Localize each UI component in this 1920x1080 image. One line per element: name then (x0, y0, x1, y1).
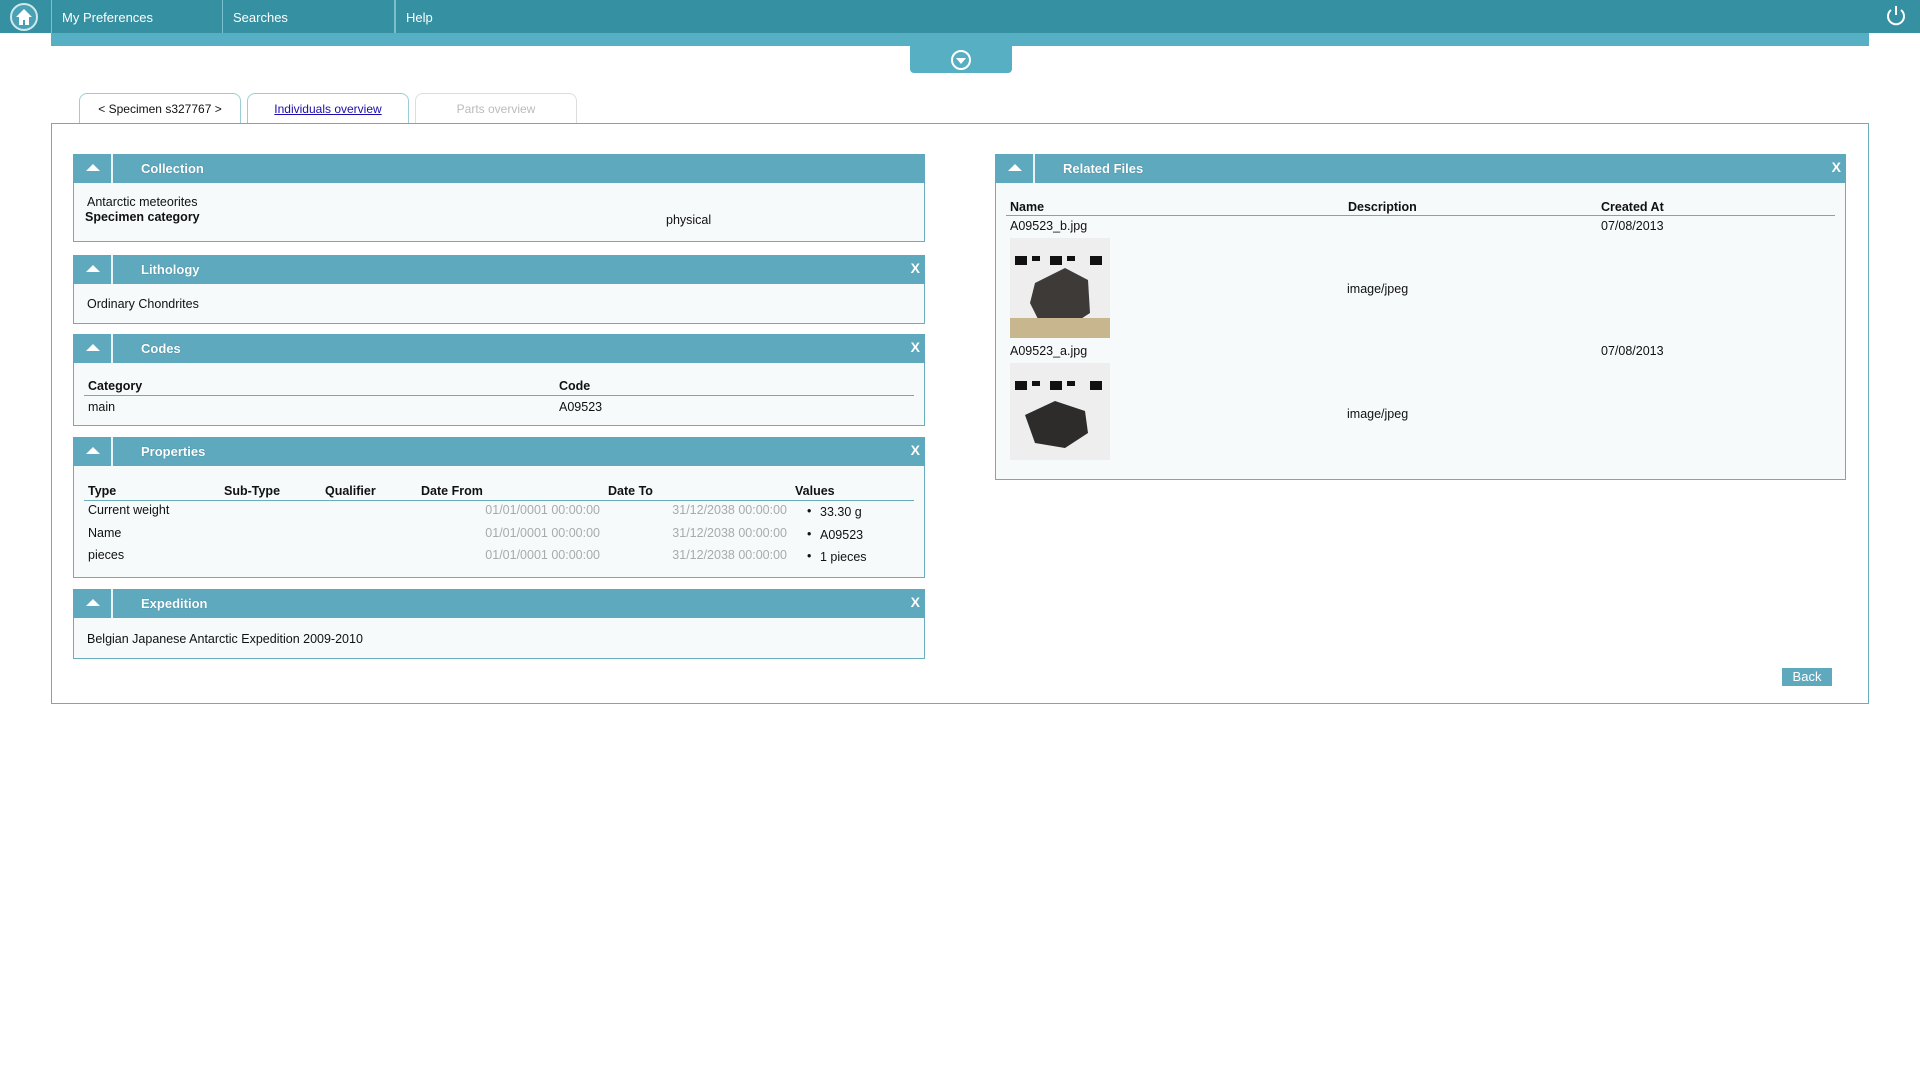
code-category: main (88, 400, 116, 414)
bullet-icon: • (807, 549, 812, 563)
codes-panel: Codes X Category Code main A09523 (73, 334, 925, 426)
lithology-value: Ordinary Chondrites (87, 297, 199, 311)
panel-title: Related Files (1063, 161, 1144, 176)
chevron-down-icon (951, 50, 971, 70)
column-header: Qualifier (325, 484, 376, 498)
property-date-to: 31/12/2038 00:00:00 (672, 503, 787, 517)
code-value: A09523 (559, 400, 603, 414)
header-strip (51, 33, 1869, 46)
file-thumbnail[interactable] (1010, 363, 1110, 460)
property-value: 1 pieces (820, 550, 867, 564)
panel-title: Properties (141, 444, 206, 459)
file-description: image/jpeg (1347, 282, 1409, 296)
panel-title: Lithology (141, 262, 200, 277)
file-name-link[interactable]: A09523_a.jpg (1010, 344, 1088, 358)
column-header: Name (1010, 200, 1045, 214)
property-type: pieces (88, 548, 125, 562)
column-header: Category (88, 379, 143, 393)
file-name-link[interactable]: A09523_b.jpg (1010, 219, 1088, 233)
collapse-toggle-icon[interactable] (73, 154, 113, 183)
column-header: Date From (421, 484, 483, 498)
specimen-category-value: physical (666, 213, 712, 227)
property-date-from: 01/01/0001 00:00:00 (485, 503, 600, 517)
lithology-panel: Lithology X Ordinary Chondrites (73, 255, 925, 324)
column-header: Date To (608, 484, 653, 498)
close-icon[interactable]: X (910, 594, 920, 610)
tab-specimen[interactable]: < Specimen s327767 > (79, 93, 241, 123)
properties-panel: Properties X Type Sub-Type Qualifier Date… (73, 437, 925, 578)
collapse-toggle-icon[interactable] (73, 334, 113, 363)
expedition-value: Belgian Japanese Antarctic Expedition 20… (87, 632, 363, 646)
home-icon[interactable] (10, 3, 38, 31)
nav-searches[interactable]: Searches (223, 0, 395, 33)
column-header: Description (1348, 200, 1417, 214)
property-date-from: 01/01/0001 00:00:00 (485, 548, 600, 562)
column-header: Sub-Type (224, 484, 281, 498)
collection-name: Antarctic meteorites (87, 195, 198, 209)
main-content (51, 123, 1869, 704)
top-nav-bar: My Preferences Searches Help (0, 0, 1920, 33)
property-value: 33.30 g (820, 505, 862, 519)
close-icon[interactable]: X (910, 260, 920, 276)
tab-parts-overview: Parts overview (415, 93, 577, 123)
property-date-to: 31/12/2038 00:00:00 (672, 548, 787, 562)
back-button[interactable]: Back (1782, 668, 1832, 686)
panel-title: Codes (141, 341, 181, 356)
collapse-toggle-icon[interactable] (73, 437, 113, 466)
file-created-at: 07/08/2013 (1601, 219, 1664, 233)
tab-individuals-overview[interactable]: Individuals overview (247, 93, 409, 123)
power-icon[interactable] (1884, 4, 1908, 28)
property-date-from: 01/01/0001 00:00:00 (485, 525, 600, 540)
collapse-toggle-icon[interactable] (73, 589, 113, 618)
close-icon[interactable]: X (910, 339, 920, 355)
bullet-icon: • (807, 526, 812, 541)
panel-title: Collection (141, 161, 204, 176)
nav-help[interactable]: Help (395, 0, 567, 33)
file-description: image/jpeg (1347, 407, 1409, 421)
column-header: Created At (1601, 200, 1664, 214)
property-value: A09523 (820, 527, 864, 542)
property-date-to: 31/12/2038 00:00:00 (672, 525, 787, 540)
column-header: Values (795, 484, 835, 498)
collection-panel: Collection Antarctic meteorites Specimen… (73, 154, 925, 242)
specimen-category-label: Specimen category (85, 210, 200, 224)
property-type: Current weight (88, 503, 170, 517)
related-files-panel: Related Files X Name Description Created … (995, 154, 1846, 480)
bullet-icon: • (807, 504, 812, 518)
file-created-at: 07/08/2013 (1601, 344, 1664, 358)
collapse-toggle-icon[interactable] (995, 154, 1035, 183)
file-thumbnail[interactable] (1010, 238, 1110, 338)
close-icon[interactable]: X (910, 442, 920, 458)
expedition-panel: Expedition X Belgian Japanese Antarctic E… (73, 589, 925, 659)
close-icon[interactable]: X (1831, 159, 1841, 175)
column-header: Code (559, 379, 591, 393)
expand-header-button[interactable] (910, 46, 1012, 73)
collapse-toggle-icon[interactable] (73, 255, 113, 284)
column-header: Type (88, 484, 117, 498)
property-type: Name (88, 525, 122, 540)
panel-title: Expedition (141, 596, 208, 611)
nav-my-preferences[interactable]: My Preferences (51, 0, 223, 33)
